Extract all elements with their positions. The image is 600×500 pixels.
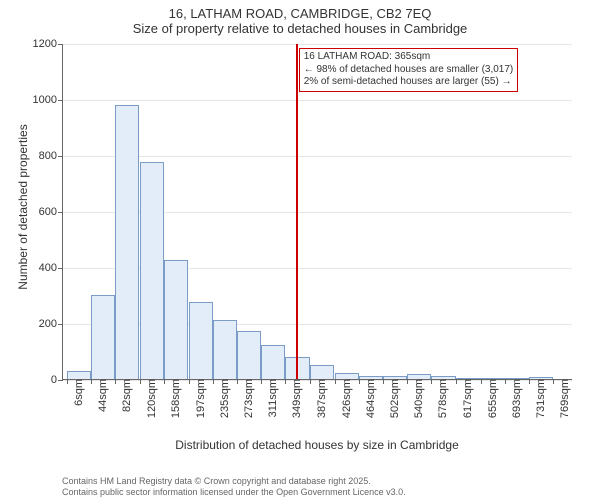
gridline [63, 100, 572, 101]
x-tick-label: 82sqm [119, 379, 133, 412]
plot-area: 0200400600800100012006sqm44sqm82sqm120sq… [62, 44, 572, 380]
x-tick-mark [237, 379, 238, 384]
x-tick-mark [407, 379, 408, 384]
x-tick-mark [140, 379, 141, 384]
x-tick-mark [456, 379, 457, 384]
x-tick-mark [91, 379, 92, 384]
x-tick-label: 731sqm [533, 379, 547, 418]
x-tick-label: 44sqm [95, 379, 109, 412]
y-tick-label: 200 [39, 318, 63, 330]
y-tick-label: 800 [39, 150, 63, 162]
x-tick-label: 6sqm [71, 379, 85, 406]
footer-line-2: Contains public sector information licen… [62, 487, 406, 498]
annotation-line-3: 2% of semi-detached houses are larger (5… [304, 76, 514, 89]
histogram-bar [261, 345, 285, 379]
x-tick-mark [335, 379, 336, 384]
x-tick-mark [285, 379, 286, 384]
y-tick-label: 1200 [33, 38, 63, 50]
x-tick-mark [505, 379, 506, 384]
x-tick-label: 578sqm [435, 379, 449, 418]
reference-line [296, 44, 298, 379]
histogram-bar [164, 260, 188, 379]
x-tick-mark [529, 379, 530, 384]
y-axis-title: Number of detached properties [16, 107, 30, 307]
chart-title: 16, LATHAM ROAD, CAMBRIDGE, CB2 7EQ Size… [0, 6, 600, 36]
x-tick-mark [115, 379, 116, 384]
x-tick-label: 655sqm [485, 379, 499, 418]
y-tick-label: 400 [39, 262, 63, 274]
x-tick-mark [213, 379, 214, 384]
x-tick-label: 540sqm [411, 379, 425, 418]
x-tick-label: 311sqm [265, 379, 279, 417]
y-tick-label: 1000 [33, 94, 63, 106]
x-tick-mark [481, 379, 482, 384]
histogram-bar [115, 105, 139, 379]
annotation-line-2: ← 98% of detached houses are smaller (3,… [304, 64, 514, 77]
x-tick-mark [431, 379, 432, 384]
x-tick-mark [164, 379, 165, 384]
x-tick-label: 426sqm [339, 379, 353, 418]
x-tick-label: 197sqm [193, 379, 207, 418]
y-tick-label: 600 [39, 206, 63, 218]
title-line-1: 16, LATHAM ROAD, CAMBRIDGE, CB2 7EQ [0, 6, 600, 21]
histogram-bar [189, 302, 213, 379]
footer-attribution: Contains HM Land Registry data © Crown c… [62, 476, 406, 498]
x-tick-mark [310, 379, 311, 384]
x-tick-mark [189, 379, 190, 384]
x-tick-label: 693sqm [509, 379, 523, 418]
x-tick-label: 235sqm [217, 379, 231, 418]
histogram-bar [67, 371, 91, 379]
x-tick-mark [359, 379, 360, 384]
x-tick-label: 120sqm [144, 379, 158, 418]
title-line-2: Size of property relative to detached ho… [0, 21, 600, 36]
x-tick-mark [261, 379, 262, 384]
histogram-bar [213, 320, 237, 379]
chart-container: 16, LATHAM ROAD, CAMBRIDGE, CB2 7EQ Size… [0, 0, 600, 500]
x-tick-label: 464sqm [363, 379, 377, 418]
y-tick-label: 0 [51, 374, 63, 386]
histogram-bar [91, 295, 115, 379]
x-tick-label: 617sqm [460, 379, 474, 418]
histogram-bar [140, 162, 164, 379]
x-tick-label: 387sqm [314, 379, 328, 418]
annotation-box: 16 LATHAM ROAD: 365sqm← 98% of detached … [299, 48, 519, 92]
histogram-bar [310, 365, 334, 379]
x-tick-label: 158sqm [168, 379, 182, 418]
x-tick-mark [553, 379, 554, 384]
annotation-line-1: 16 LATHAM ROAD: 365sqm [304, 51, 514, 64]
x-tick-label: 502sqm [387, 379, 401, 418]
gridline [63, 44, 572, 45]
x-axis-title: Distribution of detached houses by size … [62, 438, 572, 452]
x-tick-label: 273sqm [241, 379, 255, 418]
histogram-bar [237, 331, 261, 379]
x-tick-label: 349sqm [289, 379, 303, 418]
x-tick-mark [383, 379, 384, 384]
x-tick-label: 769sqm [557, 379, 571, 418]
x-tick-mark [67, 379, 68, 384]
footer-line-1: Contains HM Land Registry data © Crown c… [62, 476, 406, 487]
